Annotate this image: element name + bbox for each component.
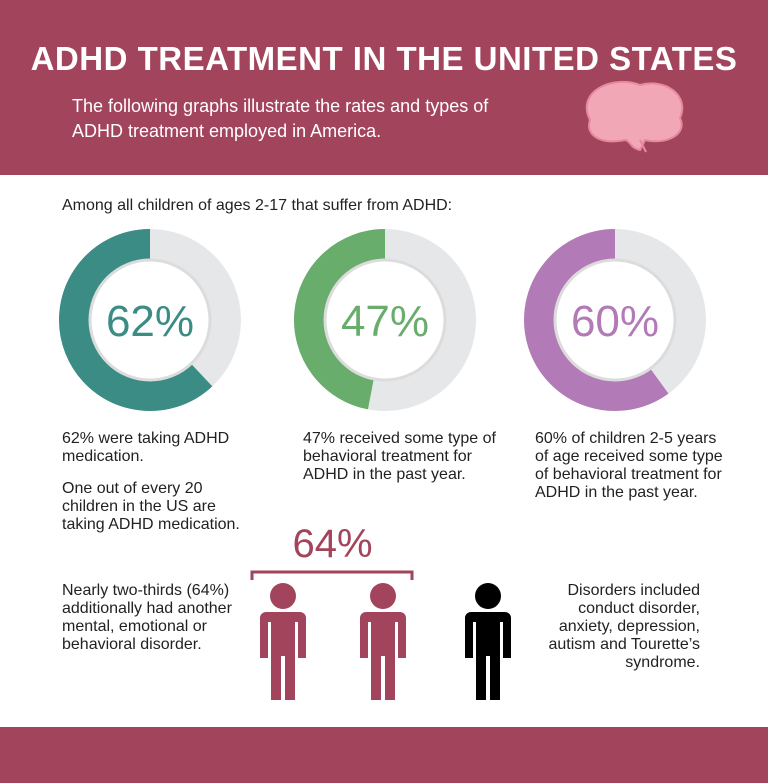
bracket [250,570,414,580]
caption-paragraph: One out of every 20 children in the US a… [62,480,240,533]
caption-paragraph: 47% received some type of behavioral tre… [303,430,496,483]
left-text: Nearly two-thirds (64%) additionally had… [62,582,232,653]
subtitle: The following graphs illustrate the rate… [72,96,489,141]
person-icon [260,583,306,700]
donut-label: 62% [106,297,194,346]
right-text: Disorders included conduct disorder, anx… [548,582,701,671]
donut-label: 60% [571,297,659,346]
donut-arc [59,229,213,411]
caption-paragraph: 60% of children 2-5 years of age receive… [535,430,723,501]
title: ADHD TREATMENT IN THE UNITED STATES [30,40,738,77]
donut-inner-ring [323,258,447,382]
donut-label: 47% [341,297,429,346]
brain-icon [585,80,684,153]
footer [0,727,768,783]
person-icon [465,583,511,700]
caption: 62% were taking ADHD medication. One out … [62,430,257,548]
caption-paragraph: 62% were taking ADHD medication. [62,430,230,465]
caption: 60% of children 2-5 years of age receive… [535,430,730,516]
donut-inner-ring [553,258,677,382]
pictograph-label: 64% [292,522,373,566]
donut-arc [294,229,386,410]
person-icon [360,583,406,700]
donut-arc [524,229,669,411]
intro: Among all children of ages 2-17 that suf… [62,197,453,214]
caption: 47% received some type of behavioral tre… [303,430,498,498]
donut-inner-ring [88,258,212,382]
